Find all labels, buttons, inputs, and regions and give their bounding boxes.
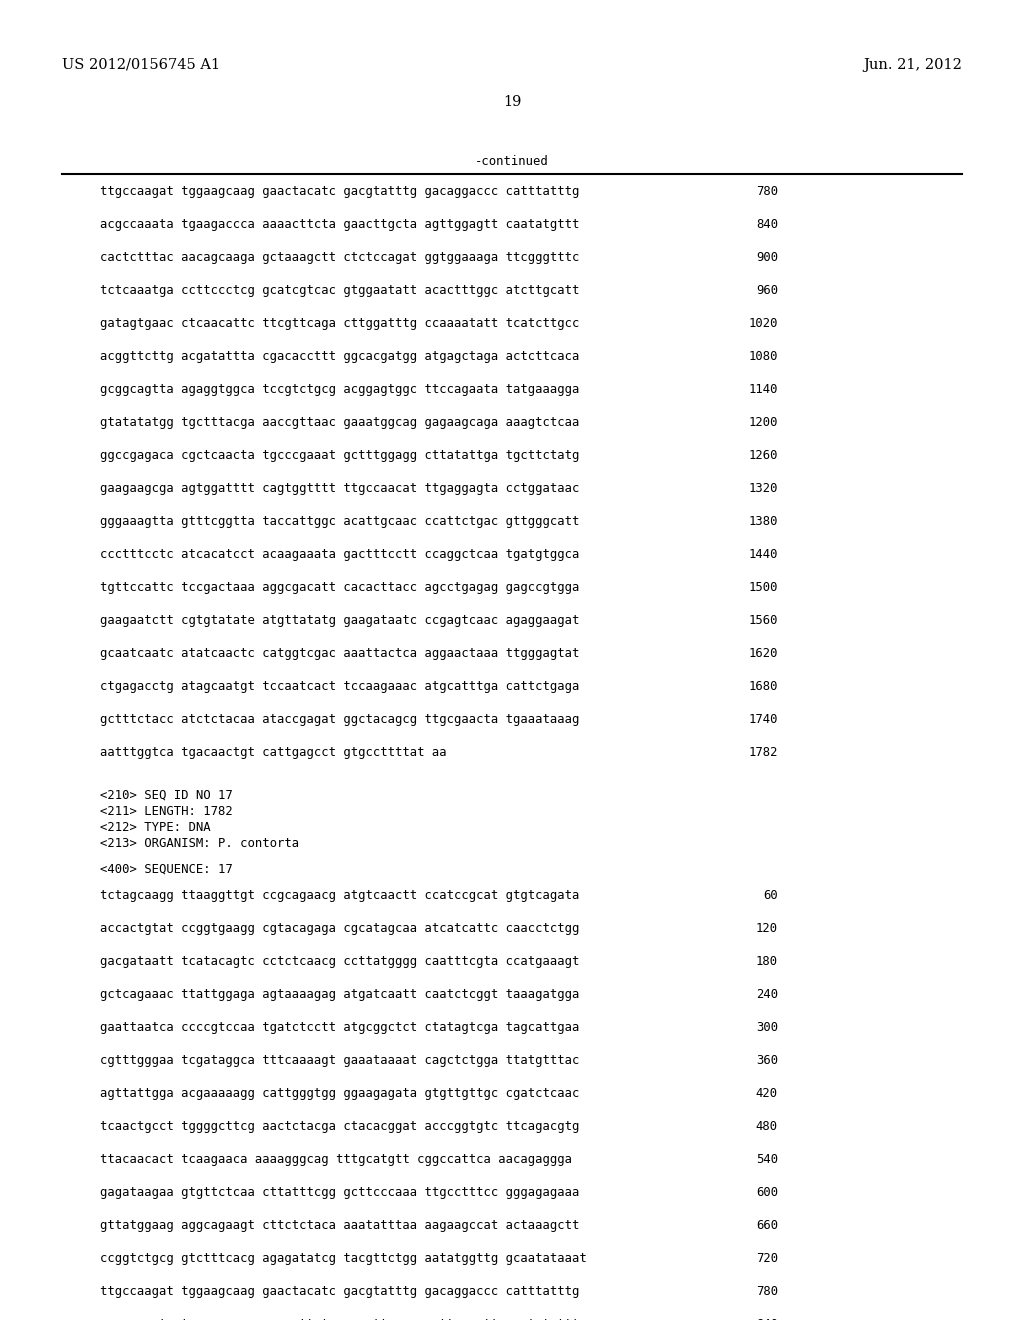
- Text: agttattgga acgaaaaagg cattgggtgg ggaagagata gtgttgttgc cgatctcaac: agttattgga acgaaaaagg cattgggtgg ggaagag…: [100, 1086, 580, 1100]
- Text: cgtttgggaa tcgataggca tttcaaaagt gaaataaaat cagctctgga ttatgtttac: cgtttgggaa tcgataggca tttcaaaagt gaaataa…: [100, 1053, 580, 1067]
- Text: <400> SEQUENCE: 17: <400> SEQUENCE: 17: [100, 863, 232, 876]
- Text: 1380: 1380: [749, 515, 778, 528]
- Text: 1260: 1260: [749, 449, 778, 462]
- Text: acgccaaata tgaagaccca aaaacttcta gaacttgcaa agttggagtt caatatgttt: acgccaaata tgaagaccca aaaacttcta gaacttg…: [100, 1317, 580, 1320]
- Text: 1320: 1320: [749, 482, 778, 495]
- Text: 900: 900: [756, 251, 778, 264]
- Text: 19: 19: [503, 95, 521, 110]
- Text: 1740: 1740: [749, 713, 778, 726]
- Text: <213> ORGANISM: P. contorta: <213> ORGANISM: P. contorta: [100, 837, 299, 850]
- Text: -continued: -continued: [475, 154, 549, 168]
- Text: ttgccaagat tggaagcaag gaactacatc gacgtatttg gacaggaccc catttatttg: ttgccaagat tggaagcaag gaactacatc gacgtat…: [100, 185, 580, 198]
- Text: gacgataatt tcatacagtc cctctcaacg ccttatgggg caatttcgta ccatgaaagt: gacgataatt tcatacagtc cctctcaacg ccttatg…: [100, 954, 580, 968]
- Text: ccctttcctc atcacatcct acaagaaata gactttcctt ccaggctcaa tgatgtggca: ccctttcctc atcacatcct acaagaaata gactttc…: [100, 548, 580, 561]
- Text: ttgccaagat tggaagcaag gaactacatc gacgtatttg gacaggaccc catttatttg: ttgccaagat tggaagcaag gaactacatc gacgtat…: [100, 1284, 580, 1298]
- Text: 180: 180: [756, 954, 778, 968]
- Text: gaagaagcga agtggatttt cagtggtttt ttgccaacat ttgaggagta cctggataac: gaagaagcga agtggatttt cagtggtttt ttgccaa…: [100, 482, 580, 495]
- Text: 1440: 1440: [749, 548, 778, 561]
- Text: gagataagaa gtgttctcaa cttatttcgg gcttcccaaa ttgcctttcc gggagagaaa: gagataagaa gtgttctcaa cttatttcgg gcttccc…: [100, 1185, 580, 1199]
- Text: <210> SEQ ID NO 17: <210> SEQ ID NO 17: [100, 789, 232, 803]
- Text: tctcaaatga ccttccctcg gcatcgtcac gtggaatatt acactttggc atcttgcatt: tctcaaatga ccttccctcg gcatcgtcac gtggaat…: [100, 284, 580, 297]
- Text: 960: 960: [756, 284, 778, 297]
- Text: 60: 60: [763, 888, 778, 902]
- Text: <211> LENGTH: 1782: <211> LENGTH: 1782: [100, 805, 232, 818]
- Text: ttacaacact tcaagaaca aaaagggcag tttgcatgtt cggccattca aacagaggga: ttacaacact tcaagaaca aaaagggcag tttgcatg…: [100, 1152, 572, 1166]
- Text: acgccaaata tgaagaccca aaaacttcta gaacttgcta agttggagtt caatatgttt: acgccaaata tgaagaccca aaaacttcta gaacttg…: [100, 218, 580, 231]
- Text: cactctttac aacagcaaga gctaaagctt ctctccagat ggtggaaaga ttcgggtttc: cactctttac aacagcaaga gctaaagctt ctctcca…: [100, 251, 580, 264]
- Text: gctttctacc atctctacaa ataccgagat ggctacagcg ttgcgaacta tgaaataaag: gctttctacc atctctacaa ataccgagat ggctaca…: [100, 713, 580, 726]
- Text: 1560: 1560: [749, 614, 778, 627]
- Text: gggaaagtta gtttcggtta taccattggc acattgcaac ccattctgac gttgggcatt: gggaaagtta gtttcggtta taccattggc acattgc…: [100, 515, 580, 528]
- Text: gctcagaaac ttattggaga agtaaaagag atgatcaatt caatctcggt taaagatgga: gctcagaaac ttattggaga agtaaaagag atgatca…: [100, 987, 580, 1001]
- Text: ccggtctgcg gtctttcacg agagatatcg tacgttctgg aatatggttg gcaatataaat: ccggtctgcg gtctttcacg agagatatcg tacgttc…: [100, 1251, 587, 1265]
- Text: 1140: 1140: [749, 383, 778, 396]
- Text: tcaactgcct tggggcttcg aactctacga ctacacggat acccggtgtc ttcagacgtg: tcaactgcct tggggcttcg aactctacga ctacacg…: [100, 1119, 580, 1133]
- Text: gaattaatca ccccgtccaa tgatctcctt atgcggctct ctatagtcga tagcattgaa: gaattaatca ccccgtccaa tgatctcctt atgcggc…: [100, 1020, 580, 1034]
- Text: 1782: 1782: [749, 746, 778, 759]
- Text: 660: 660: [756, 1218, 778, 1232]
- Text: gtatatatgg tgctttacga aaccgttaac gaaatggcag gagaagcaga aaagtctcaa: gtatatatgg tgctttacga aaccgttaac gaaatgg…: [100, 416, 580, 429]
- Text: 720: 720: [756, 1251, 778, 1265]
- Text: gttatggaag aggcagaagt cttctctaca aaatatttaa aagaagccat actaaagctt: gttatggaag aggcagaagt cttctctaca aaatatt…: [100, 1218, 580, 1232]
- Text: 600: 600: [756, 1185, 778, 1199]
- Text: gcggcagtta agaggtggca tccgtctgcg acggagtggc ttccagaata tatgaaagga: gcggcagtta agaggtggca tccgtctgcg acggagt…: [100, 383, 580, 396]
- Text: 1500: 1500: [749, 581, 778, 594]
- Text: tctagcaagg ttaaggttgt ccgcagaacg atgtcaactt ccatccgcat gtgtcagata: tctagcaagg ttaaggttgt ccgcagaacg atgtcaa…: [100, 888, 580, 902]
- Text: Jun. 21, 2012: Jun. 21, 2012: [863, 58, 962, 73]
- Text: ggccgagaca cgctcaacta tgcccgaaat gctttggagg cttatattga tgcttctatg: ggccgagaca cgctcaacta tgcccgaaat gctttgg…: [100, 449, 580, 462]
- Text: 1620: 1620: [749, 647, 778, 660]
- Text: US 2012/0156745 A1: US 2012/0156745 A1: [62, 58, 220, 73]
- Text: 240: 240: [756, 987, 778, 1001]
- Text: <212> TYPE: DNA: <212> TYPE: DNA: [100, 821, 211, 834]
- Text: aatttggtca tgacaactgt cattgagcct gtgccttttat aa: aatttggtca tgacaactgt cattgagcct gtgcctt…: [100, 746, 446, 759]
- Text: 1200: 1200: [749, 416, 778, 429]
- Text: accactgtat ccggtgaagg cgtacagaga cgcatagcaa atcatcattc caacctctgg: accactgtat ccggtgaagg cgtacagaga cgcatag…: [100, 921, 580, 935]
- Text: tgttccattc tccgactaaa aggcgacatt cacacttacc agcctgagag gagccgtgga: tgttccattc tccgactaaa aggcgacatt cacactt…: [100, 581, 580, 594]
- Text: ctgagacctg atagcaatgt tccaatcact tccaagaaac atgcatttga cattctgaga: ctgagacctg atagcaatgt tccaatcact tccaaga…: [100, 680, 580, 693]
- Text: 1020: 1020: [749, 317, 778, 330]
- Text: 360: 360: [756, 1053, 778, 1067]
- Text: gcaatcaatc atatcaactc catggtcgac aaattactca aggaactaaa ttgggagtat: gcaatcaatc atatcaactc catggtcgac aaattac…: [100, 647, 580, 660]
- Text: 540: 540: [756, 1152, 778, 1166]
- Text: 300: 300: [756, 1020, 778, 1034]
- Text: gatagtgaac ctcaacattc ttcgttcaga cttggatttg ccaaaatatt tcatcttgcc: gatagtgaac ctcaacattc ttcgttcaga cttggat…: [100, 317, 580, 330]
- Text: 1680: 1680: [749, 680, 778, 693]
- Text: 840: 840: [756, 1317, 778, 1320]
- Text: 420: 420: [756, 1086, 778, 1100]
- Text: 120: 120: [756, 921, 778, 935]
- Text: 780: 780: [756, 185, 778, 198]
- Text: acggttcttg acgatattta cgacaccttt ggcacgatgg atgagctaga actcttcaca: acggttcttg acgatattta cgacaccttt ggcacga…: [100, 350, 580, 363]
- Text: gaagaatctt cgtgtatate atgttatatg gaagataatc ccgagtcaac agaggaagat: gaagaatctt cgtgtatate atgttatatg gaagata…: [100, 614, 580, 627]
- Text: 840: 840: [756, 218, 778, 231]
- Text: 780: 780: [756, 1284, 778, 1298]
- Text: 1080: 1080: [749, 350, 778, 363]
- Text: 480: 480: [756, 1119, 778, 1133]
